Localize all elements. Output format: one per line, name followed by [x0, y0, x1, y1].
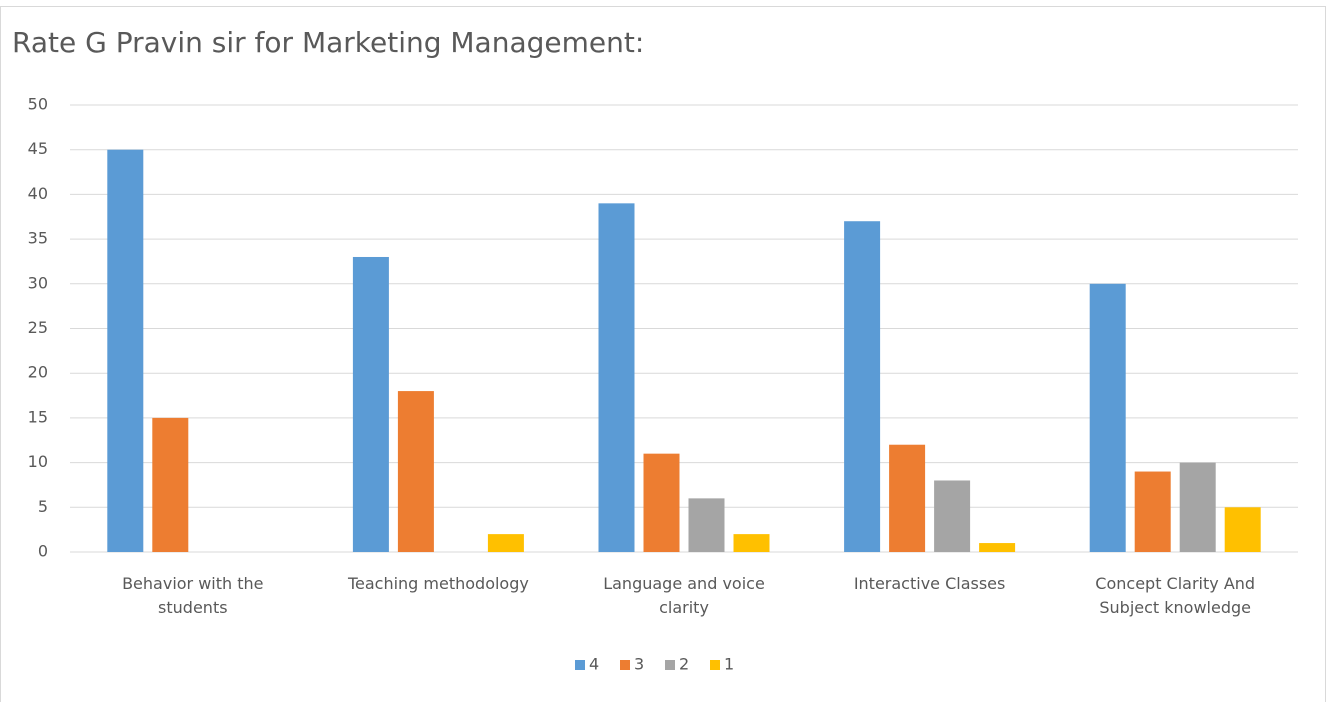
bar: [979, 543, 1016, 552]
bar: [397, 391, 434, 552]
legend-label: 4: [589, 655, 599, 674]
y-tick-label: 5: [38, 497, 48, 516]
y-tick-label: 0: [38, 542, 48, 561]
legend-swatch: [665, 660, 675, 670]
bar: [1224, 507, 1261, 552]
x-tick-label: Behavior with the students: [122, 574, 264, 617]
bar: [1134, 471, 1171, 552]
x-tick-label: Teaching methodology: [347, 574, 529, 593]
bar: [643, 453, 680, 552]
y-tick-label: 40: [28, 184, 48, 203]
y-tick-label: 30: [28, 273, 48, 292]
bar: [107, 149, 144, 552]
bar: [1179, 462, 1216, 552]
chart-title: Rate G Pravin sir for Marketing Manageme…: [12, 26, 644, 59]
y-tick-label: 50: [28, 95, 48, 114]
legend-swatch: [620, 660, 630, 670]
bar: [688, 498, 725, 552]
legend-label: 1: [724, 655, 734, 674]
legend-swatch: [710, 660, 720, 670]
y-tick-label: 25: [28, 318, 48, 337]
legend-swatch: [575, 660, 585, 670]
legend-label: 2: [679, 655, 689, 674]
y-tick-label: 10: [28, 452, 48, 471]
bar: [598, 203, 635, 552]
bar: [352, 256, 389, 552]
x-tick-label: Language and voice clarity: [603, 574, 765, 617]
x-tick-label: Concept Clarity And Subject knowledge: [1095, 574, 1256, 617]
bar: [889, 444, 926, 552]
bar: [487, 534, 524, 552]
y-tick-label: 35: [28, 229, 48, 248]
chart-frame: [0, 6, 1326, 702]
y-tick-label: 20: [28, 363, 48, 382]
y-tick-label: 45: [28, 139, 48, 158]
x-tick-label: Interactive Classes: [853, 574, 1006, 593]
bar: [152, 417, 189, 552]
bar: [1089, 283, 1126, 552]
bar: [844, 221, 881, 552]
legend-label: 3: [634, 655, 644, 674]
bar: [934, 480, 971, 552]
y-tick-label: 15: [28, 407, 48, 426]
bar: [733, 534, 770, 552]
